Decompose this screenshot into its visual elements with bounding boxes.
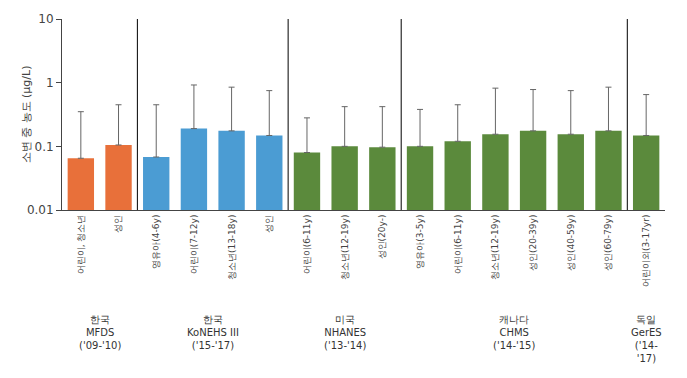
svg-text:청소년(13-18y): 청소년(13-18y): [227, 215, 237, 281]
svg-text:어린이(7-12y): 어린이(7-12y): [189, 215, 199, 275]
svg-text:한국KoNEHS III('15-'17): 한국KoNEHS III('15-'17): [187, 314, 239, 351]
svg-text:한국MFDS('09-'10): 한국MFDS('09-'10): [79, 314, 121, 351]
svg-text:어린이, 청소년: 어린이, 청소년: [76, 215, 86, 275]
svg-text:성인: 성인: [113, 215, 123, 233]
svg-text:독일GerES('14-'17): 독일GerES('14-'17): [631, 314, 662, 364]
svg-text:어린이(6-11y): 어린이(6-11y): [453, 215, 463, 275]
svg-text:성인(60-79y): 성인(60-79y): [603, 215, 613, 272]
svg-text:성인(40-59y): 성인(40-59y): [566, 215, 576, 272]
svg-text:성인: 성인: [264, 215, 274, 233]
svg-text:캐나다CHMS('14-'15): 캐나다CHMS('14-'15): [493, 314, 535, 351]
svg-text:청소년(12-19y): 청소년(12-19y): [490, 215, 500, 281]
svg-text:영유아(4-6y): 영유아(4-6y): [151, 215, 161, 269]
svg-text:10: 10: [38, 12, 53, 26]
svg-text:어린이(6-11y): 어린이(6-11y): [302, 215, 312, 275]
svg-text:0.1: 0.1: [35, 140, 54, 154]
svg-text:영유아(3-5y): 영유아(3-5y): [415, 215, 425, 269]
svg-text:성인(20y-): 성인(20y-): [377, 215, 387, 260]
svg-text:1: 1: [46, 76, 54, 90]
svg-text:0.01: 0.01: [27, 203, 54, 217]
svg-text:어린이외(3-17yr): 어린이외(3-17yr): [641, 215, 651, 287]
svg-text:청소년(12-19y): 청소년(12-19y): [340, 215, 350, 281]
svg-text:소변 중 농도 (μg/L): 소변 중 농도 (μg/L): [20, 66, 33, 164]
svg-text:미국NHANES('13-'14): 미국NHANES('13-'14): [324, 314, 366, 351]
svg-text:성인(20-39y): 성인(20-39y): [528, 215, 538, 272]
